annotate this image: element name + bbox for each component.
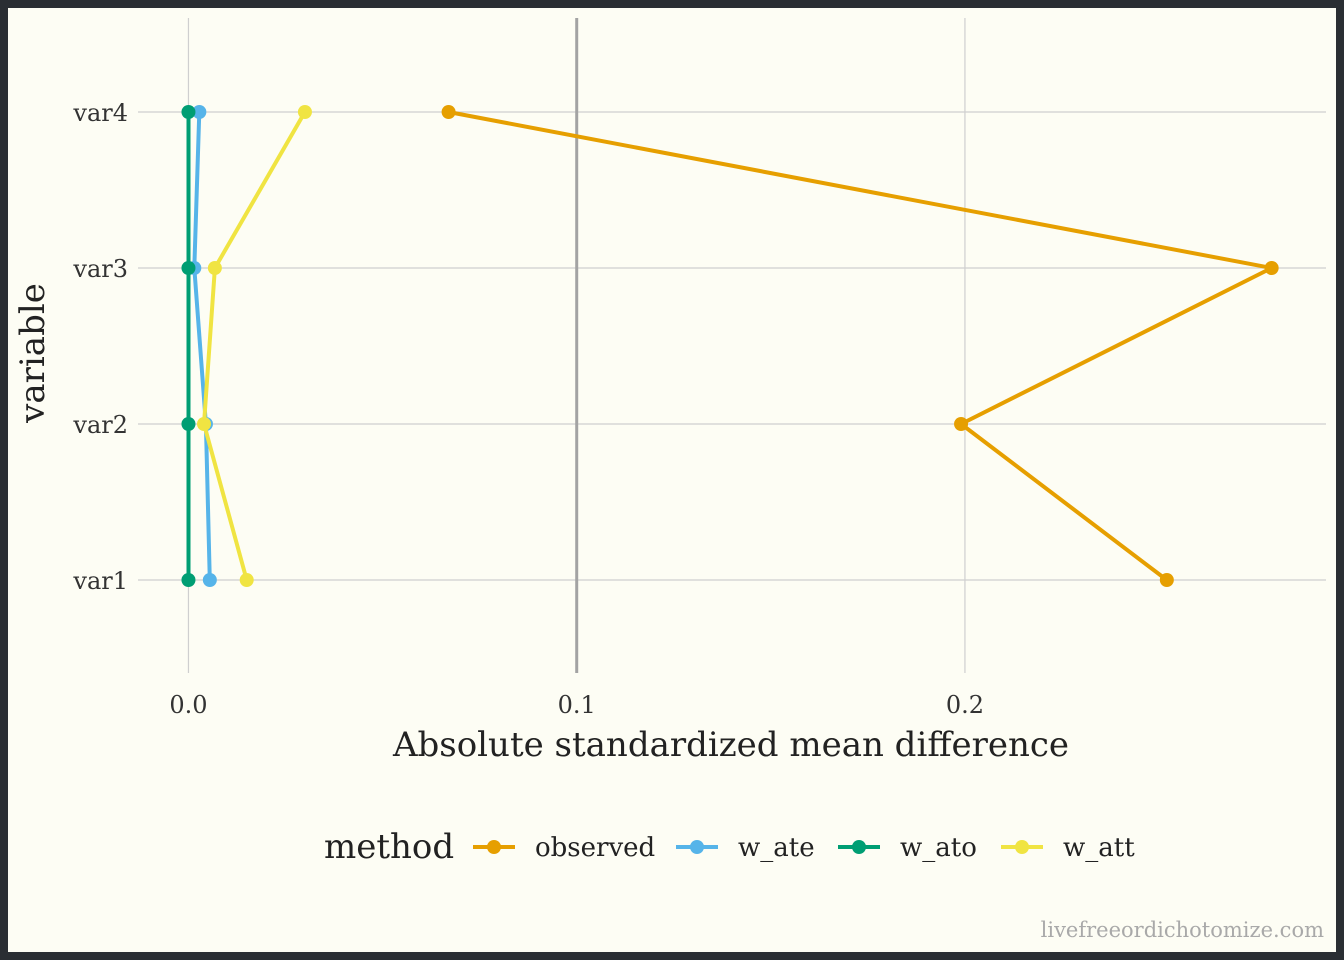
x-axis-title: Absolute standardized mean difference bbox=[392, 725, 1069, 765]
x-tick-0.1: 0.1 bbox=[558, 691, 596, 719]
series-w_ato bbox=[181, 105, 196, 587]
legend-key-point-w_att bbox=[1015, 840, 1029, 854]
point-observed-var2 bbox=[954, 417, 969, 431]
y-tick-var3: var3 bbox=[72, 255, 128, 283]
y-tick-var2: var2 bbox=[72, 411, 128, 439]
point-observed-var4 bbox=[441, 105, 456, 119]
x-tick-0.0: 0.0 bbox=[169, 691, 207, 719]
y-tick-var4: var4 bbox=[72, 99, 128, 127]
legend-key-point-w_ate bbox=[690, 840, 704, 854]
legend-label-observed: observed bbox=[535, 833, 655, 863]
series-w_ate bbox=[187, 105, 217, 587]
chart-frame: var1 var2 var3 var4 0.0 0.1 0.2 Absolute stan… bbox=[8, 8, 1336, 952]
legend-item-w_ate: w_ate bbox=[676, 833, 815, 863]
y-tick-labels: var1 var2 var3 var4 bbox=[72, 99, 128, 595]
watermark: livefreeordichotomize.com bbox=[1041, 918, 1324, 942]
grid-lines bbox=[138, 18, 1326, 673]
point-w_ato-var1 bbox=[181, 573, 196, 587]
y-axis-title: variable bbox=[13, 283, 53, 424]
line-w_ate bbox=[192, 111, 212, 581]
point-observed-var1 bbox=[1159, 573, 1174, 587]
y-tick-var1: var1 bbox=[72, 567, 128, 595]
x-tick-labels: 0.0 0.1 0.2 bbox=[169, 691, 984, 719]
legend: method observed w_ate w_ato w_att bbox=[324, 827, 1135, 867]
legend-item-w_ato: w_ato bbox=[838, 833, 977, 863]
series-observed bbox=[441, 105, 1279, 587]
line-w_att bbox=[202, 111, 307, 581]
point-w_ato-var3 bbox=[181, 261, 196, 275]
point-observed-var3 bbox=[1264, 261, 1279, 275]
point-w_att-var1 bbox=[239, 573, 254, 587]
legend-key-point-w_ato bbox=[852, 840, 866, 854]
point-w_att-var2 bbox=[197, 417, 211, 431]
legend-label-w_ato: w_ato bbox=[900, 833, 977, 863]
legend-label-w_ate: w_ate bbox=[738, 833, 815, 863]
legend-label-w_att: w_att bbox=[1063, 833, 1135, 863]
legend-title: method bbox=[324, 827, 454, 867]
point-w_ato-var4 bbox=[181, 105, 196, 119]
legend-key-point-observed bbox=[487, 840, 501, 854]
point-w_ate-var4 bbox=[192, 105, 207, 119]
point-w_att-var4 bbox=[297, 105, 312, 119]
series-group bbox=[181, 105, 1279, 587]
x-tick-0.2: 0.2 bbox=[946, 691, 984, 719]
legend-item-observed: observed bbox=[473, 833, 655, 863]
series-w_att bbox=[197, 105, 312, 587]
legend-item-w_att: w_att bbox=[1001, 833, 1135, 863]
line-observed bbox=[448, 110, 1274, 582]
point-w_att-var3 bbox=[207, 261, 222, 275]
point-w_ato-var2 bbox=[181, 417, 196, 431]
point-w_ate-var1 bbox=[202, 573, 217, 587]
smd-line-chart: var1 var2 var3 var4 0.0 0.1 0.2 Absolute stan… bbox=[13, 18, 1326, 942]
